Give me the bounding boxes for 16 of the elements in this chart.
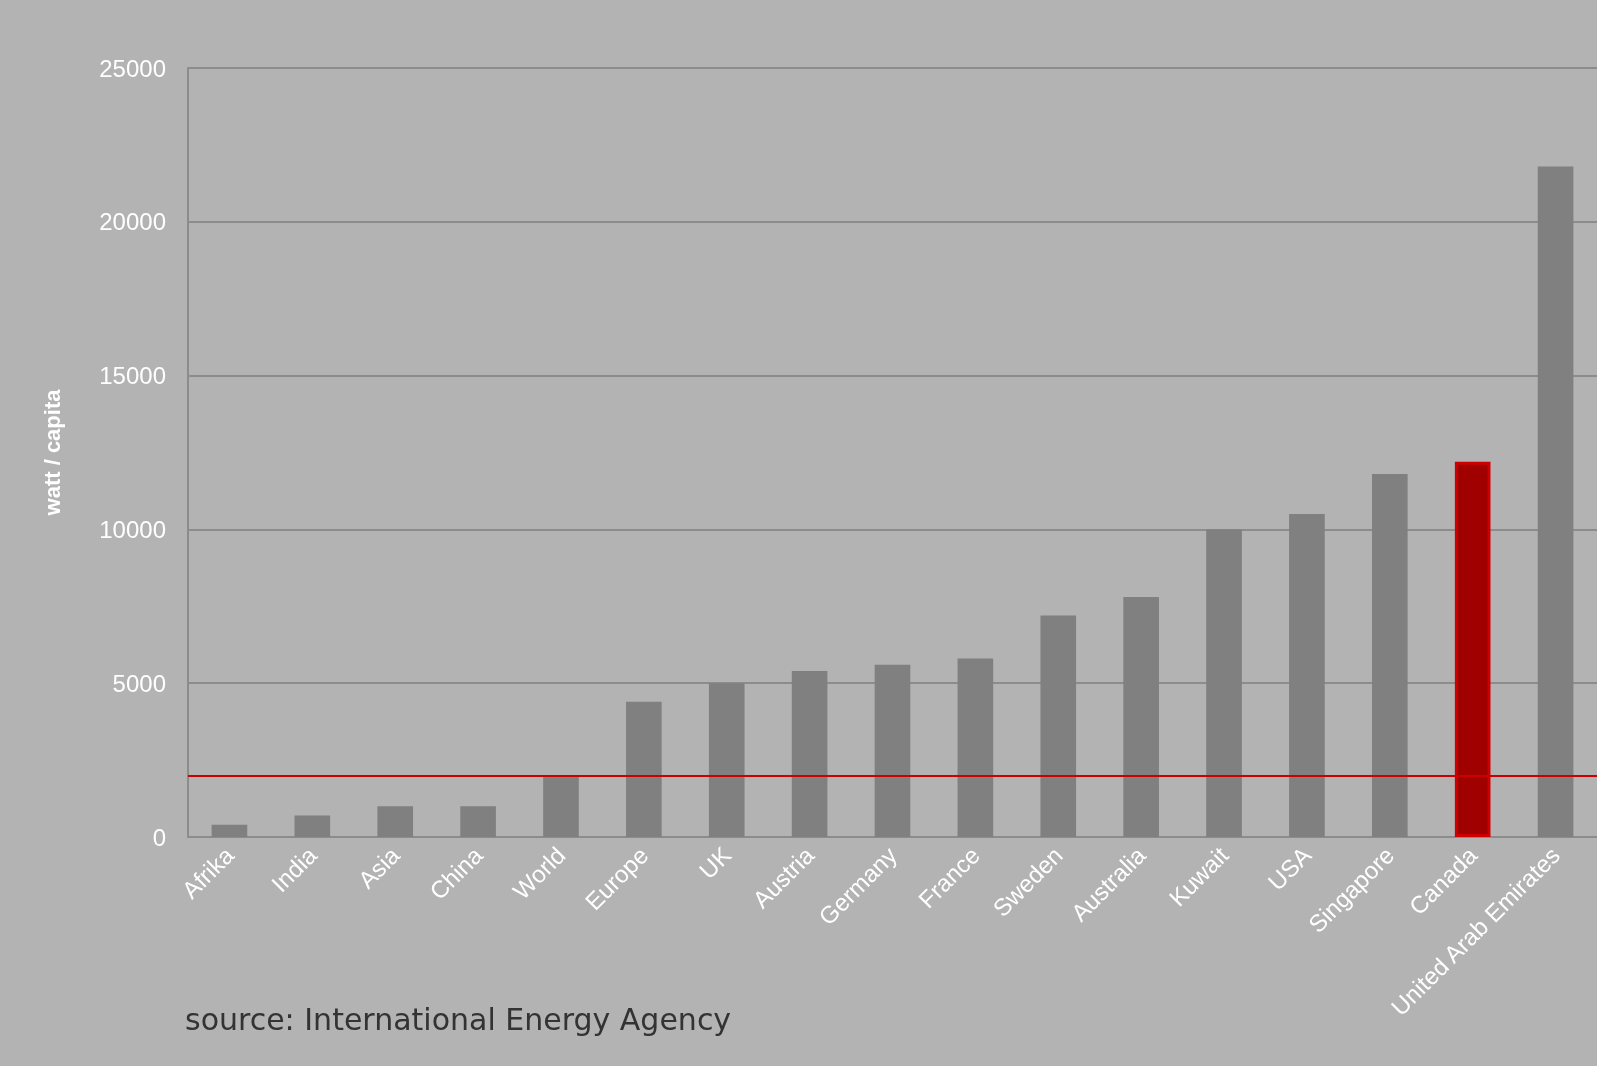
bar [211,824,248,837]
y-tick-label: 10000 [99,515,166,543]
x-tick-label: UK [693,841,737,885]
y-tick-label: 15000 [99,362,166,390]
bar [377,806,414,837]
bar [460,806,496,837]
y-tick-label: 20000 [99,208,166,236]
y-tick-label: 5000 [112,669,166,697]
y-axis-title: watt / capita [39,388,65,517]
bar [626,701,662,837]
bar [543,775,579,837]
bar [294,815,331,837]
y-tick-label: 25000 [99,54,166,82]
x-tick-label: Asia [352,841,406,894]
source-note: source: International Energy Agency [185,1001,732,1037]
y-tick-label: 0 [152,823,166,851]
